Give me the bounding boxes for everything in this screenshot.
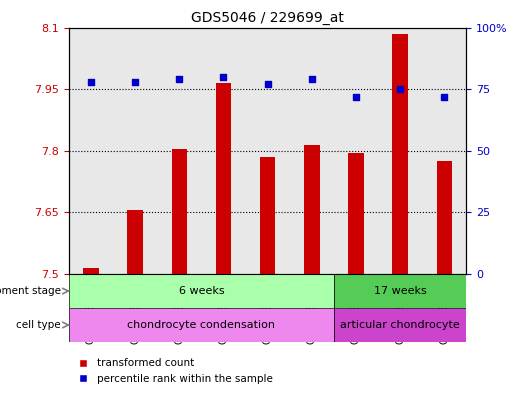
Point: [396, 86, 404, 92]
Bar: [437, 161, 452, 274]
Title: GDS5046 / 229699_at: GDS5046 / 229699_at: [191, 11, 344, 25]
FancyBboxPatch shape: [69, 274, 334, 308]
Text: articular chondrocyte: articular chondrocyte: [340, 320, 460, 330]
Bar: [172, 149, 187, 274]
Bar: [304, 145, 320, 274]
Point: [219, 73, 228, 80]
Legend: transformed count, percentile rank within the sample: transformed count, percentile rank withi…: [69, 354, 277, 388]
Bar: [290, 28, 334, 274]
Text: chondrocyte condensation: chondrocyte condensation: [127, 320, 276, 330]
Bar: [422, 28, 466, 274]
Bar: [69, 28, 113, 274]
FancyBboxPatch shape: [334, 308, 466, 342]
FancyBboxPatch shape: [69, 308, 334, 342]
Text: 6 weeks: 6 weeks: [179, 286, 224, 296]
Bar: [378, 28, 422, 274]
Bar: [260, 157, 276, 274]
Bar: [334, 28, 378, 274]
Bar: [392, 34, 408, 274]
Bar: [216, 83, 231, 274]
Point: [131, 79, 139, 85]
Bar: [157, 28, 201, 274]
Bar: [245, 28, 290, 274]
Point: [175, 76, 183, 83]
Bar: [127, 210, 143, 274]
Text: development stage: development stage: [0, 286, 61, 296]
Bar: [83, 268, 99, 274]
Bar: [348, 153, 364, 274]
Text: cell type: cell type: [16, 320, 61, 330]
Bar: [201, 28, 245, 274]
FancyBboxPatch shape: [334, 274, 466, 308]
Point: [440, 94, 448, 100]
Text: 17 weeks: 17 weeks: [374, 286, 427, 296]
Point: [307, 76, 316, 83]
Point: [87, 79, 95, 85]
Bar: [113, 28, 157, 274]
Point: [352, 94, 360, 100]
Point: [263, 81, 272, 87]
